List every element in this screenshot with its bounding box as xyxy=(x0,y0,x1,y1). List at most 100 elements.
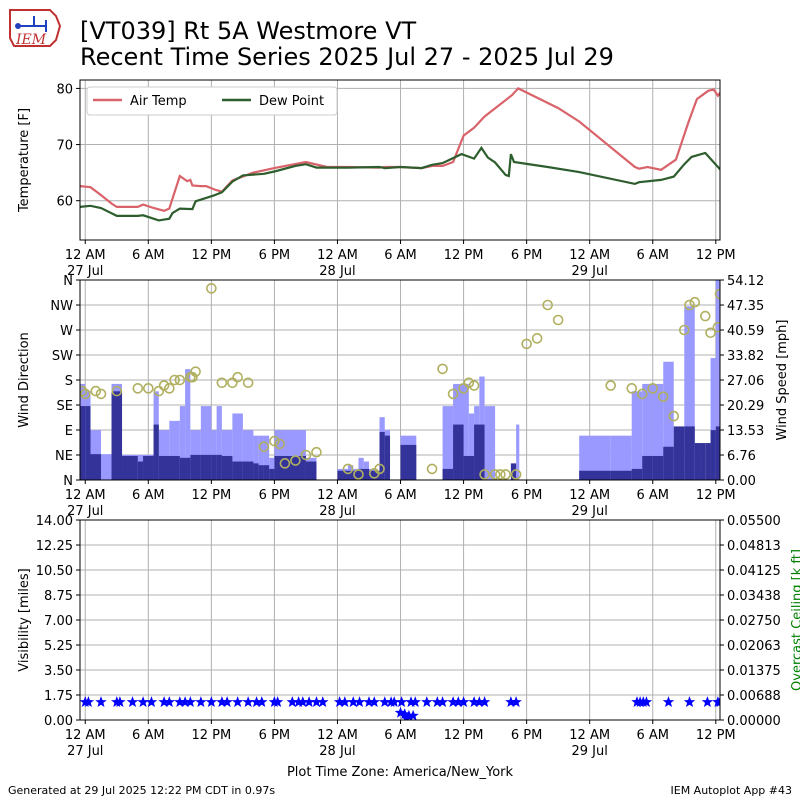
gust-bar xyxy=(484,406,496,480)
visibility-point xyxy=(399,708,411,720)
x-tick-label: 12 PM xyxy=(696,248,736,263)
date-label: 28 Jul xyxy=(319,264,355,279)
date-label: 27 Jul xyxy=(67,264,103,279)
direction-point xyxy=(463,377,475,389)
y2-tick-label: 0.05500 xyxy=(727,514,781,529)
gust-bar xyxy=(663,361,674,480)
gust-bar xyxy=(101,454,112,480)
visibility-point xyxy=(363,696,375,707)
visibility-point xyxy=(421,696,433,707)
speed-bar xyxy=(642,455,653,480)
x-tick-label: 6 AM xyxy=(384,728,417,743)
x-tick-label: 12 AM xyxy=(569,248,610,263)
x-tick-label: 12 AM xyxy=(317,488,358,503)
visibility-point xyxy=(701,696,714,707)
x-tick-label: 12 AM xyxy=(317,728,358,743)
direction-point xyxy=(95,388,107,400)
y-tick-label: 8.75 xyxy=(44,589,73,604)
direction-point xyxy=(300,449,312,461)
visibility-point xyxy=(353,696,366,707)
date-label: 28 Jul xyxy=(319,504,355,519)
visibility-point xyxy=(395,696,408,707)
y2-tick-label: 0.02063 xyxy=(727,639,781,654)
visibility-point xyxy=(297,696,309,707)
gust-bar xyxy=(684,306,695,480)
y-tick-label: SE xyxy=(57,399,73,414)
speed-bar xyxy=(337,470,348,480)
direction-point xyxy=(274,438,285,450)
visibility-point xyxy=(216,696,228,707)
visibility-point xyxy=(407,709,419,720)
timezone-label: Plot Time Zone: America/New_York xyxy=(286,765,514,780)
direction-point xyxy=(80,388,91,400)
speed-bar xyxy=(710,430,716,480)
speed-bar xyxy=(85,406,91,480)
x-tick-label: 12 PM xyxy=(444,248,484,263)
legend-label: Air Temp xyxy=(130,94,187,109)
x-tick-label: 6 AM xyxy=(132,488,165,503)
y-tick-label: 0.00 xyxy=(44,714,73,729)
direction-point xyxy=(542,299,553,311)
plot-area-1 xyxy=(80,87,720,222)
direction-point xyxy=(80,385,88,397)
direction-point xyxy=(458,383,469,394)
direction-point xyxy=(437,363,448,375)
x-tick-label: 12 PM xyxy=(696,728,736,743)
gust-bar xyxy=(258,435,264,480)
visibility-point xyxy=(195,696,207,707)
speed-bar xyxy=(200,454,212,480)
iem-logo: IEM xyxy=(9,9,62,48)
y2-tick-label: 20.29 xyxy=(727,399,764,414)
visibility-point xyxy=(271,696,284,707)
speed-bar xyxy=(242,461,254,480)
speed-bar xyxy=(684,426,695,480)
speed-bar xyxy=(400,444,417,480)
direction-point xyxy=(479,469,490,480)
direction-point xyxy=(269,435,280,447)
x-tick-label: 6 AM xyxy=(636,248,669,263)
y-tick-label: W xyxy=(60,324,73,339)
visibility-point xyxy=(452,696,464,707)
gust-bar xyxy=(179,406,186,480)
direction-point xyxy=(279,458,291,469)
direction-point xyxy=(636,388,648,400)
speed-bar xyxy=(253,463,259,480)
speed-bar xyxy=(442,468,454,480)
visibility-point xyxy=(712,696,720,707)
visibility-point xyxy=(317,696,329,707)
y2-tick-label: 27.06 xyxy=(727,374,764,389)
visibility-point xyxy=(137,696,149,707)
visibility-point xyxy=(405,696,417,707)
visibility-point xyxy=(184,696,197,707)
visibility-point xyxy=(401,712,413,720)
x-tick-label: 12 AM xyxy=(65,488,106,503)
gust-bar xyxy=(710,358,716,480)
y-tick-label: 7.00 xyxy=(44,614,73,629)
x-tick-label: 12 PM xyxy=(191,248,231,263)
direction-point xyxy=(164,383,175,394)
gust-bar xyxy=(263,435,270,480)
direction-point xyxy=(190,366,201,377)
y2-tick-label: 0.01375 xyxy=(727,664,781,679)
speed-bar xyxy=(700,443,706,480)
gust-bar xyxy=(158,430,170,480)
y2-tick-label: 0.03438 xyxy=(727,589,781,604)
chart-subtitle: Recent Time Series 2025 Jul 27 - 2025 Ju… xyxy=(80,43,614,71)
x-tick-label: 6 PM xyxy=(259,248,290,263)
x-tick-label: 6 AM xyxy=(132,728,165,743)
x-tick-label: 6 AM xyxy=(384,488,417,503)
gust-bar xyxy=(715,280,720,480)
x-tick-label: 6 PM xyxy=(511,248,542,263)
direction-point xyxy=(227,377,238,389)
direction-point xyxy=(174,374,186,386)
speed-bar xyxy=(263,465,270,480)
y-axis-label: Visibility [miles] xyxy=(17,568,32,671)
visibility-point xyxy=(379,696,391,707)
direction-point xyxy=(90,385,102,397)
gust-bar xyxy=(232,413,243,480)
y2-axis-label: Wind Speed [mph] xyxy=(775,320,790,441)
direction-point xyxy=(699,310,711,322)
visibility-point xyxy=(640,696,653,707)
x-tick-label: 6 PM xyxy=(511,728,542,743)
y-axis-label: Temperature [F] xyxy=(17,108,32,213)
